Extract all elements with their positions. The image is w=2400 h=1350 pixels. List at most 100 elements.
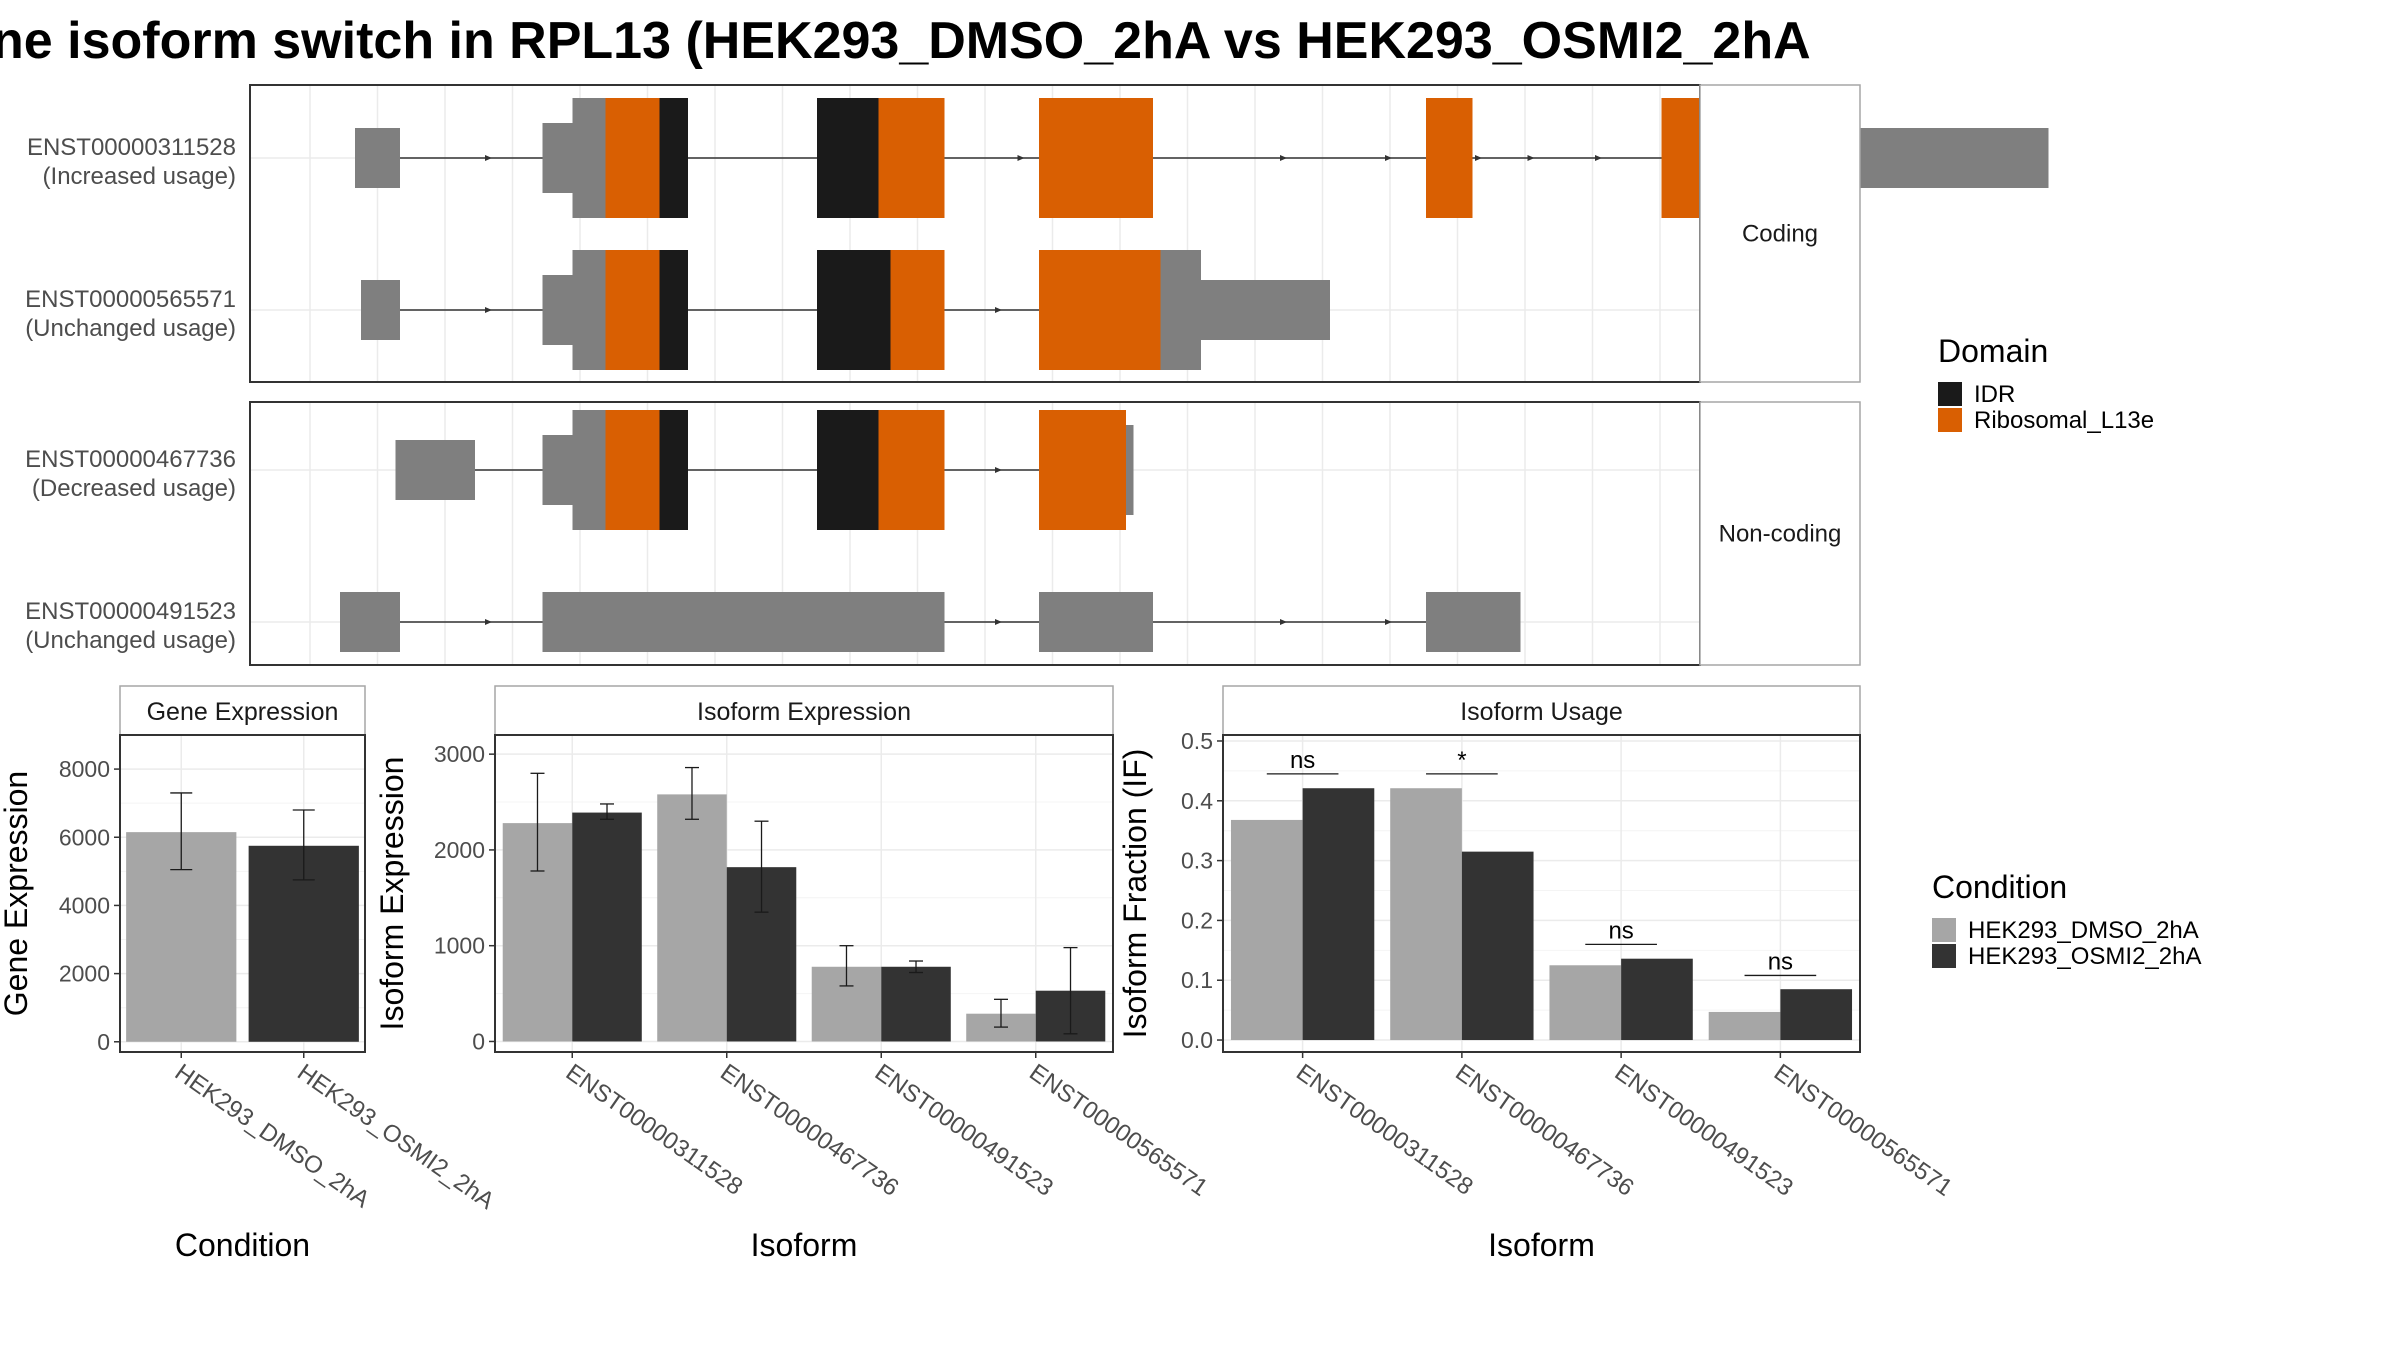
condition-legend-label: HEK293_OSMI2_2hA — [1968, 943, 2201, 970]
utr-exon-segment — [542, 592, 945, 652]
ribosomal-exon-segment — [605, 410, 660, 530]
chart-title: Isoform Expression — [697, 698, 911, 726]
utr-exon-segment — [395, 440, 475, 500]
bar — [572, 812, 642, 1042]
chart-strip — [119, 685, 366, 736]
transcript-status-label: (Unchanged usage) — [25, 315, 236, 342]
intron-arrow — [1385, 619, 1392, 625]
utr-exon-segment — [572, 98, 606, 218]
x-tick-label: HEK293_OSMI2_2hA — [292, 1059, 499, 1215]
domain-legend-label: Ribosomal_L13e — [1974, 407, 2154, 434]
chart-strip — [494, 685, 1114, 736]
significance-label: ns — [1768, 948, 1793, 975]
ribosomal-exon-segment — [878, 410, 945, 530]
y-tick-label: 8000 — [59, 756, 110, 782]
intron-arrow — [995, 619, 1002, 625]
utr-exon-segment — [1160, 250, 1201, 370]
facet-strip — [1699, 84, 1861, 383]
domain-legend-swatch — [1938, 408, 1962, 432]
y-tick-label: 6000 — [59, 824, 110, 850]
utr-exon-segment — [361, 280, 400, 340]
utr-exon-segment — [572, 250, 606, 370]
expression-charts: Gene Expression 0 2000 4000 6000 8000 HEK293_D… — [0, 685, 1957, 1263]
intron-arrow — [1385, 155, 1392, 161]
chart-panel-border — [1222, 734, 1861, 1053]
utr-exon-segment — [542, 123, 573, 193]
y-axis-title: Isoform Expression — [374, 757, 410, 1031]
utr-exon-segment — [572, 410, 606, 530]
ribosomal-exon-segment — [1039, 410, 1126, 530]
y-tick-label: 0.1 — [1181, 967, 1213, 993]
idr-exon-segment — [817, 410, 879, 530]
bar — [1708, 1011, 1781, 1041]
transcript-id-label: ENST00000491523 — [25, 598, 236, 625]
ribosomal-exon-segment — [890, 250, 945, 370]
y-tick-label: 4000 — [59, 892, 110, 918]
significance-label: ns — [1290, 747, 1315, 774]
chart-title: Isoform Usage — [1460, 698, 1623, 726]
bar — [657, 794, 727, 1042]
y-tick-label: 0.5 — [1181, 728, 1213, 754]
transcript-id-label: ENST00000467736 — [25, 446, 236, 473]
y-axis-title: Gene Expression — [0, 771, 34, 1016]
x-tick-label: HEK293_DMSO_2hA — [170, 1059, 375, 1213]
significance-label: * — [1457, 747, 1466, 774]
bar — [1461, 851, 1534, 1041]
transcript-status-label: (Increased usage) — [43, 163, 236, 190]
intron-arrow — [1280, 619, 1287, 625]
ribosomal-exon-segment — [605, 250, 660, 370]
intron-arrow — [1017, 155, 1025, 161]
transcript-status-label: (Decreased usage) — [32, 475, 236, 502]
y-tick-label: 0 — [472, 1028, 485, 1054]
idr-exon-segment — [817, 250, 891, 370]
utr-exon-segment — [542, 435, 573, 505]
utr-exon-segment — [1201, 280, 1330, 340]
y-tick-label: 0 — [97, 1029, 110, 1055]
transcript-id-label: ENST00000311528 — [27, 134, 236, 161]
domain-legend-swatch — [1938, 382, 1962, 406]
utr-exon-segment — [340, 592, 400, 652]
y-tick-label: 0.0 — [1181, 1027, 1213, 1053]
utr-exon-segment — [1039, 592, 1153, 652]
chart-panel-border — [494, 734, 1114, 1053]
figure-title: ne isoform switch in RPL13 (HEK293_DMSO_… — [0, 12, 1811, 70]
condition-legend-swatch — [1932, 944, 1956, 968]
ribosomal-exon-segment — [1039, 250, 1161, 370]
bar — [1780, 989, 1853, 1041]
intron-arrow — [995, 307, 1002, 313]
bar — [1390, 788, 1462, 1041]
x-axis-title: Isoform — [1488, 1227, 1595, 1263]
ribosomal-exon-segment — [1426, 98, 1473, 218]
utr-exon-segment — [1126, 425, 1134, 515]
intron-arrow — [485, 155, 492, 161]
idr-exon-segment — [659, 410, 688, 530]
bar — [1230, 819, 1303, 1041]
bar — [1621, 958, 1693, 1041]
condition-legend-title: Condition — [1932, 869, 2067, 905]
y-tick-label: 3000 — [434, 741, 485, 767]
ribosomal-exon-segment — [878, 98, 945, 218]
domain-legend-label: IDR — [1974, 381, 2015, 408]
ribosomal-exon-segment — [605, 98, 660, 218]
condition-legend-swatch — [1932, 918, 1956, 942]
condition-legend-label: HEK293_DMSO_2hA — [1968, 917, 2199, 944]
domain-legend-title: Domain — [1938, 333, 2048, 369]
intron-arrow — [485, 619, 492, 625]
transcript-id-label: ENST00000565571 — [25, 286, 236, 313]
intron-arrow — [995, 467, 1002, 473]
chart-panel-border — [119, 734, 366, 1053]
intron-arrow — [485, 307, 492, 313]
significance-label: ns — [1608, 917, 1633, 944]
ribosomal-exon-segment — [1039, 98, 1153, 218]
utr-exon-segment — [355, 128, 400, 188]
utr-exon-segment — [542, 275, 573, 345]
intron-arrow — [1595, 155, 1602, 161]
idr-exon-segment — [659, 250, 688, 370]
intron-arrow — [1527, 155, 1535, 161]
intron-arrow — [1280, 155, 1287, 161]
y-tick-label: 0.3 — [1181, 848, 1213, 874]
idr-exon-segment — [817, 98, 879, 218]
structure-panel-border — [249, 84, 1701, 383]
